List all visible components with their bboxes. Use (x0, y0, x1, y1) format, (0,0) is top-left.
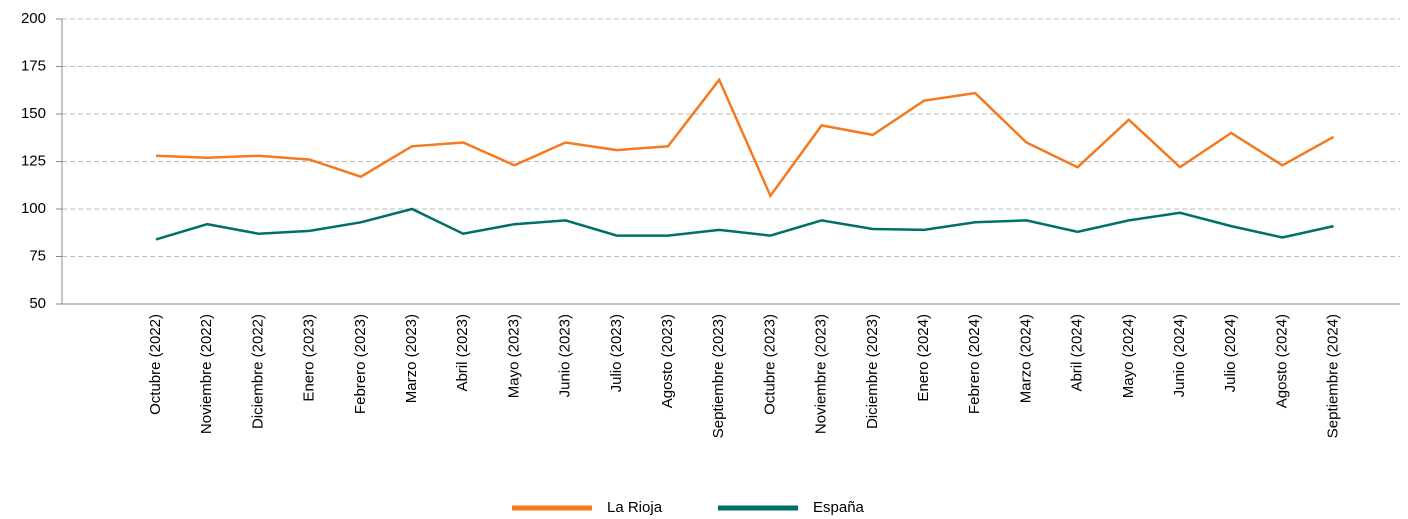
x-tick-label: Enero (2023) (301, 314, 318, 402)
x-tick-label: Marzo (2023) (403, 314, 420, 403)
series-line (155, 77, 1335, 199)
x-tick-label: Julio (2023) (608, 314, 625, 392)
x-tick-label: Mayo (2024) (1120, 314, 1137, 398)
series-line (155, 207, 1334, 241)
y-tick-label: 100 (21, 200, 46, 217)
y-tick-label: 125 (21, 152, 46, 169)
x-tick-label: Septiembre (2023) (710, 314, 727, 438)
y-tick-label: 75 (29, 247, 46, 264)
x-tick-label: Diciembre (2023) (864, 314, 881, 429)
x-tick-label: Septiembre (2024) (1325, 314, 1342, 438)
legend-label: España (813, 499, 865, 516)
x-tick-label: Febrero (2024) (966, 314, 983, 414)
x-tick-label: Noviembre (2022) (198, 314, 215, 434)
x-tick-label: Noviembre (2023) (813, 314, 830, 434)
x-tick-label: Junio (2024) (1171, 314, 1188, 397)
x-tick-label: Abril (2023) (454, 314, 471, 392)
y-tick-label: 200 (21, 10, 46, 27)
x-tick-label: Marzo (2024) (1017, 314, 1034, 403)
x-tick-label: Febrero (2023) (352, 314, 369, 414)
x-tick-label: Abril (2024) (1069, 314, 1086, 392)
x-tick-label: Diciembre (2022) (249, 314, 266, 429)
y-tick-label: 175 (21, 57, 46, 74)
x-tick-label: Agosto (2023) (659, 314, 676, 408)
x-tick-label: Enero (2024) (915, 314, 932, 402)
y-tick-label: 50 (29, 295, 46, 312)
y-tick-label: 150 (21, 105, 46, 122)
x-tick-label: Junio (2023) (557, 314, 574, 397)
x-tick-label: Mayo (2023) (505, 314, 522, 398)
x-tick-label: Julio (2024) (1222, 314, 1239, 392)
x-tick-label: Agosto (2024) (1273, 314, 1290, 408)
x-tick-label: Octubre (2023) (761, 314, 778, 415)
x-tick-label: Octubre (2022) (147, 314, 164, 415)
legend-label: La Rioja (607, 499, 663, 516)
